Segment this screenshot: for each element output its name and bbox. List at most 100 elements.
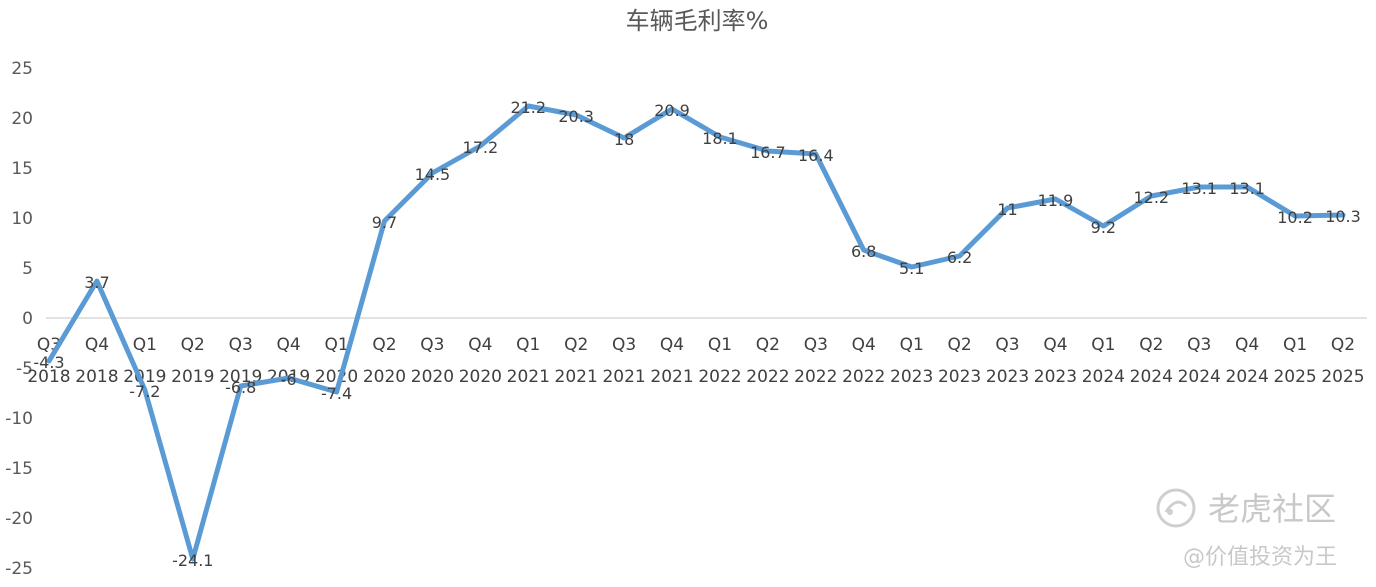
data-label: 6.8 [851, 242, 876, 261]
x-tick-label-quarter: Q2 [1139, 335, 1163, 355]
y-tick-label: -10 [5, 409, 33, 429]
data-label: 14.5 [415, 165, 451, 184]
x-tick-label-year: 2023 [1034, 367, 1077, 387]
x-tick-label-quarter: Q3 [804, 335, 828, 355]
x-tick-label-year: 2022 [698, 367, 741, 387]
y-tick-label: -5 [16, 359, 33, 379]
x-tick-label-quarter: Q1 [324, 335, 348, 355]
x-tick-label-year: 2023 [890, 367, 933, 387]
x-tick-label-year: 2020 [363, 367, 406, 387]
y-tick-label: -25 [5, 559, 33, 579]
x-tick-label-quarter: Q2 [372, 335, 396, 355]
x-tick-label-quarter: Q1 [516, 335, 540, 355]
x-tick-label-quarter: Q2 [181, 335, 205, 355]
x-tick-label-year: 2022 [746, 367, 789, 387]
data-labels: -4.3 3.7 -7.2 -24.1 -6.8 -6 -7.4 9.7 14.5 17.2 21.… [33, 98, 1360, 570]
data-label: -7.2 [129, 382, 160, 401]
x-tick-label-year: 2024 [1082, 367, 1125, 387]
data-label: 16.4 [798, 146, 834, 165]
data-label: -24.1 [172, 551, 213, 570]
data-label: 18.1 [702, 129, 738, 148]
data-label: 13.1 [1229, 179, 1265, 198]
x-tick-label-year: 2020 [411, 367, 454, 387]
y-tick-label: 15 [11, 159, 33, 179]
x-tick-label-year: 2021 [507, 367, 550, 387]
x-tick-label-year: 2019 [123, 367, 166, 387]
x-tick-label-year: 2022 [842, 367, 885, 387]
data-label: 20.3 [558, 107, 594, 126]
x-tick-label-quarter: Q4 [468, 335, 492, 355]
x-tick-label-quarter: Q2 [564, 335, 588, 355]
y-tick-label: 5 [22, 259, 33, 279]
data-label: 9.2 [1091, 218, 1116, 237]
x-tick-label-quarter: Q4 [852, 335, 876, 355]
data-label: 11.9 [1038, 191, 1074, 210]
x-tick-label-year: 2024 [1130, 367, 1173, 387]
x-tick-label-year: 2024 [1178, 367, 1221, 387]
chart-title: 车辆毛利率% [626, 7, 769, 35]
x-tick-label-quarter: Q1 [1283, 335, 1307, 355]
x-tick-label-quarter: Q1 [133, 335, 157, 355]
x-tick-label-year: 2022 [794, 367, 837, 387]
x-tick-label-year: 2019 [171, 367, 214, 387]
series-line [46, 103, 1346, 562]
data-label: 3.7 [84, 273, 109, 292]
x-tick-label-quarter: Q3 [229, 335, 253, 355]
x-tick-label-quarter: Q3 [995, 335, 1019, 355]
data-label: 10.3 [1325, 207, 1361, 226]
x-tick-label-quarter: Q3 [420, 335, 444, 355]
data-label: 12.2 [1133, 188, 1169, 207]
x-tick-label-year: 2021 [650, 367, 693, 387]
x-tick-label-year: 2023 [938, 367, 981, 387]
y-tick-label: 10 [11, 209, 33, 229]
x-tick-label-year: 2018 [75, 367, 118, 387]
data-label: 6.2 [947, 248, 972, 267]
x-tick-label-quarter: Q2 [1331, 335, 1355, 355]
data-label: 17.2 [463, 138, 499, 157]
data-label: -7.4 [321, 384, 352, 403]
x-tick-label-year: 2024 [1226, 367, 1269, 387]
y-tick-label: 25 [11, 59, 33, 79]
x-tick-label-quarter: Q1 [708, 335, 732, 355]
x-tick-label-year: 2025 [1273, 367, 1316, 387]
data-label: 21.2 [510, 98, 546, 117]
data-label: 11 [997, 200, 1017, 219]
watermark: 老虎社区 @价值投资为王 [1156, 488, 1337, 570]
x-tick-label-year: 2018 [27, 367, 70, 387]
tiger-logo-icon [1156, 488, 1196, 528]
x-tick-label-year: 2021 [555, 367, 598, 387]
x-tick-label-quarter: Q2 [756, 335, 780, 355]
data-label: -6.8 [225, 378, 256, 397]
x-tick-label-year: 2025 [1321, 367, 1364, 387]
x-tick-label-year: 2020 [315, 367, 358, 387]
x-tick-label-quarter: Q4 [277, 335, 301, 355]
x-tick-label-year: 2023 [986, 367, 1029, 387]
data-label: -6 [281, 370, 297, 389]
x-tick-label-quarter: Q4 [1235, 335, 1259, 355]
x-tick-label-quarter: Q4 [660, 335, 684, 355]
x-tick-label-quarter: Q1 [900, 335, 924, 355]
data-label: 10.2 [1277, 208, 1313, 227]
data-label: 18 [614, 130, 634, 149]
x-tick-label-quarter: Q2 [947, 335, 971, 355]
x-tick-label-year: 2021 [602, 367, 645, 387]
x-tick-label-quarter: Q3 [612, 335, 636, 355]
data-label: 16.7 [750, 143, 786, 162]
data-label: 13.1 [1181, 179, 1217, 198]
x-tick-label-quarter: Q1 [1091, 335, 1115, 355]
data-label: 9.7 [372, 213, 397, 232]
y-tick-label: -15 [5, 459, 33, 479]
y-tick-label: 20 [11, 109, 33, 129]
data-label: 20.9 [654, 101, 690, 120]
x-axis-category-labels: Q32018Q42018Q12019Q22019Q32019Q42019Q120… [27, 335, 1364, 387]
watermark-author-text: @价值投资为王 [1183, 545, 1337, 570]
watermark-logo-text: 老虎社区 [1208, 490, 1336, 528]
y-tick-label: -20 [5, 509, 33, 529]
x-tick-label-quarter: Q4 [1043, 335, 1067, 355]
data-label: 5.1 [899, 259, 924, 278]
x-tick-label-quarter: Q4 [85, 335, 109, 355]
x-tick-label-quarter: Q3 [1187, 335, 1211, 355]
data-label: -4.3 [33, 353, 64, 372]
